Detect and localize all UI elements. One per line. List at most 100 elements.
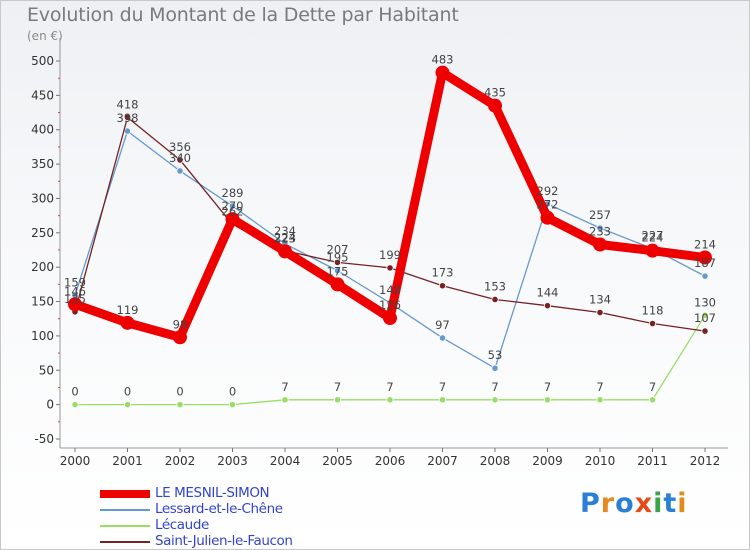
series-point-2: [701, 311, 709, 319]
y-tick-label: 250: [31, 226, 54, 240]
data-label: 7: [334, 380, 341, 394]
data-label: 53: [488, 348, 503, 362]
data-label: 398: [117, 111, 139, 125]
series-point-0: [698, 250, 712, 265]
data-label: 234: [274, 224, 296, 238]
series-point-0: [645, 243, 660, 258]
data-label: 148: [379, 283, 401, 297]
data-label: 107: [694, 311, 716, 325]
data-label: 134: [589, 293, 611, 307]
data-label: 126: [379, 298, 401, 312]
series-point-2: [123, 401, 132, 409]
series-point-2: [71, 401, 79, 409]
series-point-2: [491, 396, 499, 404]
y-tick-label: 150: [31, 295, 54, 309]
series-point-1: [701, 272, 709, 280]
series-point-2: [386, 396, 394, 404]
x-tick-label: 2001: [112, 454, 143, 468]
data-label: 7: [439, 380, 446, 394]
series-point-3: [543, 302, 552, 310]
series-point-3: [438, 282, 447, 290]
y-tick-label: 400: [31, 123, 54, 137]
series-point-0: [488, 98, 502, 113]
series-point-2: [228, 401, 237, 409]
data-label: 119: [117, 303, 139, 317]
series-point-2: [176, 401, 184, 409]
series-point-1: [596, 224, 604, 232]
data-label: 356: [169, 140, 191, 154]
data-label: 195: [327, 251, 349, 265]
data-label: 289: [222, 186, 244, 200]
data-label: 0: [71, 385, 78, 399]
x-tick-label: 2012: [690, 454, 721, 468]
data-label: 173: [432, 266, 454, 280]
series-point-2: [596, 396, 604, 404]
y-tick-label: 450: [31, 88, 54, 102]
series-point-0: [173, 330, 187, 345]
data-label: 175: [327, 264, 349, 278]
y-tick-label: 50: [39, 363, 54, 377]
legend-swatch: [100, 525, 150, 527]
series-point-0: [120, 315, 135, 330]
series-point-0: [540, 210, 555, 225]
x-tick-label: 2000: [60, 454, 91, 468]
data-label: 199: [379, 248, 401, 262]
data-label: 7: [491, 380, 498, 394]
data-label: 483: [432, 53, 454, 67]
series-point-0: [68, 297, 82, 312]
data-label: 262: [222, 205, 244, 219]
data-label: 7: [649, 380, 656, 394]
data-label: 159: [64, 275, 86, 289]
series-point-3: [596, 308, 604, 317]
series-point-0: [593, 237, 607, 252]
data-label: 7: [281, 380, 288, 394]
chart-title: Evolution du Montant de la Dette par Hab…: [27, 4, 459, 26]
x-tick-label: 2002: [165, 454, 196, 468]
data-label: 292: [537, 184, 559, 198]
series-point-1: [176, 167, 184, 175]
y-tick-label: 0: [46, 398, 54, 412]
series-point-2: [648, 396, 657, 404]
proxiti-logo: Proxiti: [580, 488, 688, 519]
x-tick-label: 2010: [585, 454, 616, 468]
data-label: 207: [327, 242, 349, 256]
series-point-0: [330, 277, 345, 292]
series-point-1: [333, 267, 342, 275]
legend-label: Saint-Julien-le-Faucon: [155, 533, 293, 549]
data-label: 270: [222, 199, 244, 213]
data-label: 0: [229, 385, 236, 399]
legend-swatch: [100, 490, 150, 498]
x-tick-label: 2003: [217, 454, 248, 468]
data-label: 98: [173, 317, 188, 331]
data-label: 0: [124, 385, 131, 399]
chart-subtitle: (en €): [27, 29, 63, 43]
data-label: 214: [694, 238, 716, 252]
data-label: 224: [274, 231, 296, 245]
x-tick-label: 2009: [532, 454, 563, 468]
x-tick-label: 2008: [480, 454, 511, 468]
series-point-3: [701, 327, 709, 335]
data-label: 233: [589, 225, 611, 239]
data-label: 257: [589, 208, 611, 222]
series-point-0: [225, 212, 240, 227]
series-point-1: [123, 127, 132, 135]
x-tick-label: 2007: [427, 454, 458, 468]
data-label: 418: [117, 97, 139, 111]
data-label: 227: [642, 229, 664, 243]
data-label: 435: [484, 86, 506, 100]
y-tick-label: 200: [31, 260, 54, 274]
data-label: 187: [694, 256, 716, 270]
series-point-3: [491, 295, 499, 304]
y-tick-label: 100: [31, 329, 54, 343]
series-point-3: [176, 156, 184, 164]
series-point-3: [333, 258, 342, 266]
series-point-2: [543, 396, 552, 404]
series-point-3: [386, 264, 394, 272]
data-label: 7: [386, 380, 393, 394]
data-label: 0: [176, 385, 183, 399]
series-point-2: [333, 396, 342, 404]
series-point-0: [278, 244, 292, 259]
series-point-1: [228, 202, 237, 210]
data-label: 272: [537, 198, 559, 212]
y-tick-label: 350: [31, 157, 54, 171]
